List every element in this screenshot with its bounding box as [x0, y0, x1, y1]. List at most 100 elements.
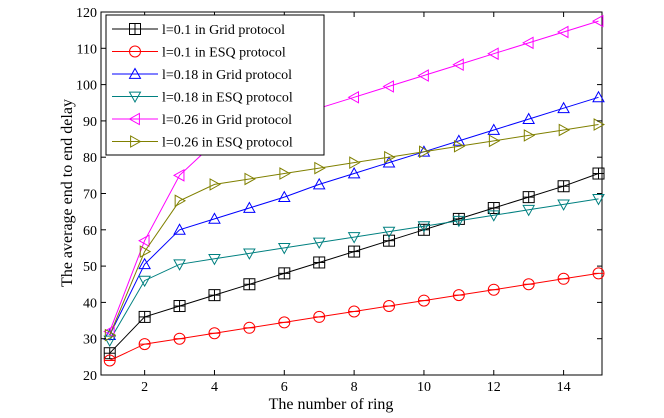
y-tick-label: 100	[76, 79, 97, 94]
marker-triangle-down	[522, 204, 536, 217]
legend-entry: l=0.1 in ESQ protocol	[112, 45, 286, 61]
marker-triangle-left	[452, 58, 464, 71]
ticks-layer: 2 4 6 8 10 12 14 20 30 40 50 60 70 80 90 100 110 120	[76, 6, 602, 395]
x-tick-label: 2	[141, 380, 148, 395]
marker-triangle-down	[592, 194, 605, 206]
marker-triangle-up	[312, 177, 326, 190]
marker-triangle-up	[243, 201, 256, 213]
x-tick-label: 12	[487, 380, 501, 395]
x-tick-label: 14	[557, 380, 571, 395]
legend-label: l=0.18 in Grid protocol	[162, 68, 292, 83]
y-tick-label: 50	[83, 260, 97, 275]
marker-triangle-down	[417, 221, 431, 233]
y-tick-label: 40	[83, 296, 97, 311]
series	[103, 267, 605, 367]
series	[103, 194, 605, 348]
marker-triangle-down	[138, 275, 151, 288]
legend-entry: l=0.1 in Grid protocol	[112, 23, 285, 38]
marker-triangle-right	[174, 194, 187, 208]
legend-entry: l=0.26 in Grid protocol	[112, 112, 292, 128]
marker-triangle-right	[314, 161, 326, 175]
y-tick-label: 80	[83, 151, 97, 166]
marker-triangle-left	[417, 69, 429, 82]
marker-triangle-up	[487, 123, 501, 135]
marker-triangle-up	[128, 67, 142, 79]
marker-triangle-down	[277, 243, 291, 255]
marker-triangle-left	[382, 80, 394, 93]
x-tick-label: 8	[351, 380, 358, 395]
legend-label: l=0.1 in ESQ protocol	[162, 46, 286, 61]
y-tick-label: 110	[77, 42, 97, 57]
marker-triangle-right	[139, 245, 152, 258]
marker-triangle-down	[452, 215, 466, 228]
marker-triangle-up	[522, 112, 536, 124]
y-tick-label: 90	[83, 115, 97, 130]
x-tick-label: 6	[281, 380, 288, 395]
series	[103, 14, 604, 338]
marker-triangle-up	[277, 190, 291, 203]
legend-label: l=0.18 in ESQ protocol	[162, 91, 293, 106]
marker-triangle-right	[558, 123, 571, 137]
y-tick-label: 70	[83, 188, 97, 203]
marker-triangle-right	[593, 118, 606, 131]
marker-triangle-up	[347, 167, 361, 179]
legend-label: l=0.26 in ESQ protocol	[162, 136, 293, 151]
marker-triangle-up	[208, 212, 221, 224]
x-tick-label: 10	[417, 380, 431, 395]
marker-triangle-down	[173, 259, 186, 271]
y-tick-label: 120	[76, 6, 97, 21]
marker-triangle-down	[208, 253, 221, 266]
legend-entry: l=0.26 in ESQ protocol	[112, 135, 293, 151]
marker-triangle-down	[382, 226, 396, 239]
marker-triangle-left	[487, 47, 499, 61]
marker-triangle-left	[591, 14, 604, 28]
marker-triangle-up	[592, 90, 605, 103]
marker-triangle-up	[557, 101, 570, 114]
marker-triangle-right	[130, 135, 142, 148]
marker-triangle-down	[103, 335, 117, 348]
series-line	[109, 124, 599, 336]
marker-triangle-left	[138, 234, 150, 248]
marker-triangle-down	[347, 232, 361, 244]
marker-triangle-right	[104, 328, 117, 342]
marker-triangle-left	[103, 325, 115, 338]
legend-label: l=0.1 in Grid protocol	[162, 23, 285, 38]
marker-triangle-down	[487, 210, 501, 222]
marker-triangle-right	[279, 167, 291, 180]
y-tick-label: 20	[83, 369, 97, 384]
y-tick-label: 30	[83, 333, 97, 348]
x-axis-label: The number of ring	[269, 396, 394, 413]
y-axis-label: The average end to end delay	[59, 99, 76, 287]
marker-triangle-up	[173, 223, 186, 235]
legend-box	[105, 14, 325, 156]
series-line	[109, 96, 599, 336]
marker-triangle-left	[173, 169, 185, 182]
series-line	[109, 198, 599, 341]
legend-label: l=0.26 in Grid protocol	[162, 113, 292, 128]
y-tick-label: 60	[83, 224, 97, 239]
marker-triangle-right	[523, 129, 536, 142]
series-layer	[103, 14, 606, 367]
marker-triangle-down	[128, 91, 142, 104]
marker-triangle-left	[557, 25, 569, 39]
legend-entry: l=0.18 in ESQ protocol	[112, 91, 293, 106]
marker-triangle-left	[128, 112, 140, 126]
series	[104, 118, 606, 342]
marker-triangle-right	[488, 134, 501, 148]
legend: l=0.1 in Grid protocol l=0.1 in ESQ proto…	[105, 14, 325, 156]
marker-triangle-left	[522, 36, 534, 50]
series	[103, 167, 605, 360]
marker-triangle-right	[349, 156, 361, 169]
marker-triangle-left	[347, 90, 360, 104]
marker-triangle-right	[453, 139, 466, 153]
series	[103, 90, 605, 340]
marker-triangle-right	[419, 145, 431, 159]
marker-triangle-up	[138, 257, 151, 270]
marker-triangle-right	[209, 178, 221, 191]
marker-triangle-right	[384, 150, 396, 164]
legend-entry: l=0.18 in Grid protocol	[112, 67, 292, 83]
marker-triangle-right	[244, 172, 256, 186]
marker-triangle-down	[243, 248, 256, 260]
marker-triangle-down	[557, 199, 570, 211]
